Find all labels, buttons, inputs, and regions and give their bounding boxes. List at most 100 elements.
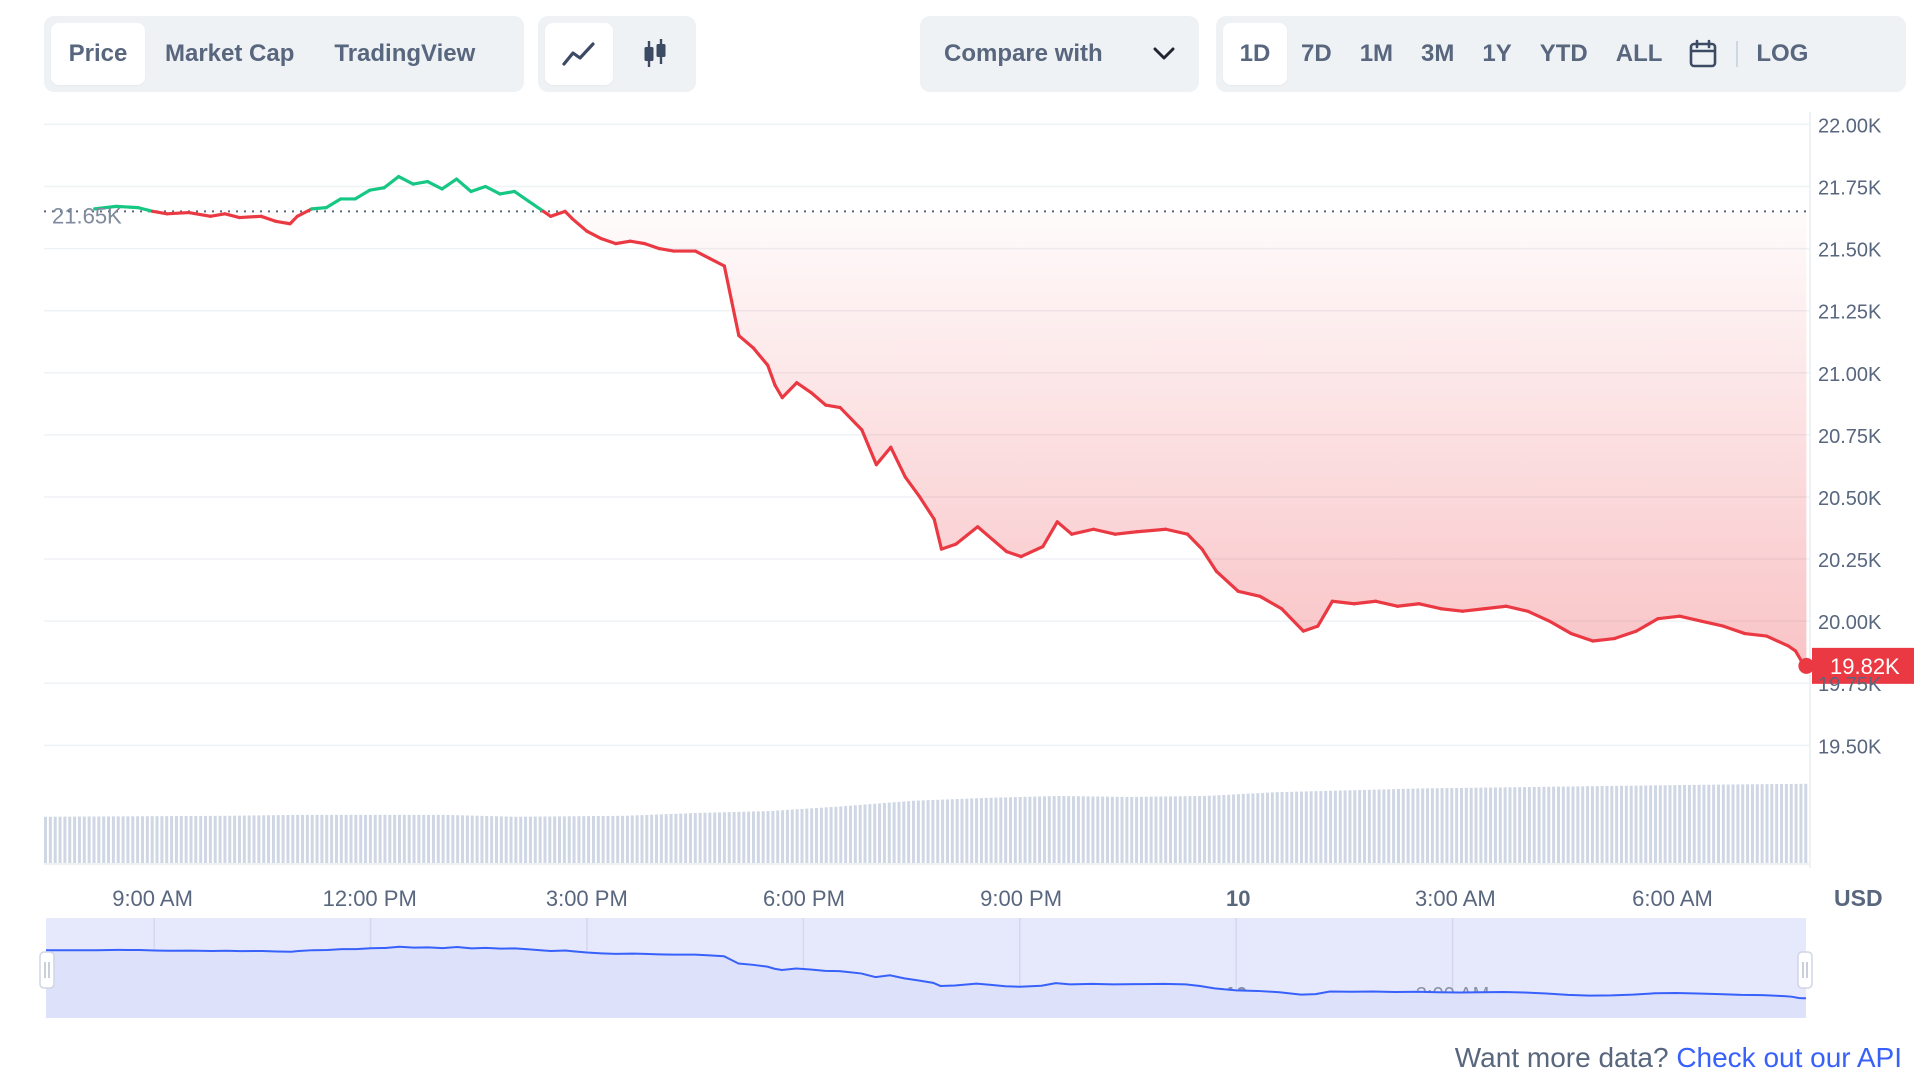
- volume-bar: [790, 809, 794, 863]
- volume-bar: [1241, 793, 1245, 863]
- volume-bar: [781, 810, 785, 863]
- volume-bar: [373, 814, 377, 863]
- volume-bar: [591, 816, 595, 863]
- navigator-right-handle[interactable]: [1797, 951, 1813, 989]
- volume-bar: [281, 815, 285, 863]
- y-tick-label: 21.25K: [1818, 302, 1882, 324]
- volume-bar: [805, 808, 809, 863]
- price-segment: [1526, 609, 1552, 623]
- range-3m[interactable]: 3M: [1421, 40, 1455, 67]
- volume-bar: [761, 811, 765, 863]
- volume-bar: [1047, 796, 1051, 863]
- volume-bar: [461, 815, 465, 863]
- api-link[interactable]: Check out our API: [1676, 1042, 1902, 1073]
- calendar-button[interactable]: [1676, 23, 1730, 85]
- price-segment: [1656, 614, 1682, 621]
- volume-bar: [897, 801, 901, 863]
- volume-bar: [315, 814, 319, 863]
- price-segment: [824, 403, 842, 410]
- volume-bar: [1086, 796, 1090, 863]
- price-segment: [708, 256, 726, 268]
- volume-bar: [262, 815, 266, 863]
- volume-bar: [1101, 796, 1105, 863]
- range-all[interactable]: ALL: [1615, 40, 1663, 67]
- price-segment: [259, 214, 278, 223]
- range-1y[interactable]: 1Y: [1482, 40, 1512, 67]
- volume-bar: [1096, 796, 1100, 863]
- volume-bar: [960, 798, 964, 863]
- volume-bar: [1159, 796, 1163, 863]
- volume-bar: [955, 799, 959, 863]
- volume-bar: [1634, 785, 1638, 863]
- volume-bar: [1784, 783, 1788, 863]
- range-1m[interactable]: 1M: [1359, 40, 1394, 67]
- volume-bar: [68, 816, 72, 863]
- volume-bar: [1256, 793, 1260, 863]
- volume-bar: [1135, 796, 1139, 863]
- line-chart-button[interactable]: [545, 23, 613, 85]
- volume-bar: [751, 811, 755, 863]
- price-segment: [657, 247, 676, 253]
- price-segment: [809, 391, 828, 407]
- volume-bar: [698, 812, 702, 863]
- price-segment: [165, 210, 191, 216]
- volume-bar: [1411, 788, 1415, 863]
- volume-bar: [1154, 796, 1158, 863]
- volume-bar: [1139, 796, 1143, 863]
- log-toggle[interactable]: LOG: [1756, 40, 1809, 67]
- volume-bar: [1464, 787, 1468, 863]
- volume-bar: [160, 816, 164, 863]
- price-segment: [773, 383, 784, 400]
- volume-bar: [727, 812, 731, 863]
- range-1d[interactable]: 1D: [1223, 23, 1287, 85]
- volume-bar: [853, 805, 857, 863]
- volume-bar: [1285, 791, 1289, 863]
- range-ytd[interactable]: YTD: [1539, 40, 1588, 67]
- volume-bar: [524, 816, 528, 863]
- volume-bar: [1484, 787, 1488, 863]
- volume-bar: [1222, 794, 1226, 863]
- volume-bar: [1726, 784, 1730, 863]
- volume-bar: [407, 814, 411, 863]
- volume-bar: [538, 816, 542, 863]
- range-7d[interactable]: 7D: [1301, 40, 1332, 67]
- price-segment: [1569, 631, 1595, 643]
- api-promo: Want more data? Check out our API: [1455, 1042, 1902, 1074]
- tab-price[interactable]: Price: [51, 23, 145, 85]
- price-segment: [976, 525, 994, 541]
- volume-bar: [247, 815, 251, 863]
- navigator-left-handle[interactable]: [39, 951, 55, 989]
- volume-bar: [1547, 786, 1551, 863]
- volume-bar: [1290, 791, 1294, 863]
- candlestick-button[interactable]: [621, 23, 689, 85]
- volume-bar: [1401, 788, 1405, 863]
- volume-bar: [1227, 794, 1231, 863]
- price-segment: [599, 237, 618, 246]
- volume-bar: [1435, 788, 1439, 863]
- volume-bar: [111, 816, 115, 863]
- volume-bar: [1028, 796, 1032, 863]
- price-segment: [1019, 545, 1045, 559]
- volume-bar: [1076, 796, 1080, 863]
- price-segment: [570, 217, 589, 233]
- price-segment: [440, 177, 459, 191]
- price-segment: [498, 189, 517, 196]
- volume-bar: [659, 814, 663, 863]
- volume-bar: [611, 815, 615, 863]
- volume-bar: [1198, 796, 1202, 863]
- tab-tradingview[interactable]: TradingView: [334, 40, 476, 67]
- volume-bar: [747, 811, 751, 863]
- volume-bar: [499, 816, 503, 863]
- volume-bar: [1566, 786, 1570, 863]
- volume-bar: [1081, 796, 1085, 863]
- volume-bar: [480, 815, 484, 863]
- volume-bar: [708, 812, 712, 863]
- volume-bar: [766, 811, 770, 863]
- compare-dropdown[interactable]: Compare with: [920, 16, 1199, 92]
- volume-bar: [1396, 789, 1400, 863]
- volume-bar: [1202, 795, 1206, 863]
- volume-bar: [1605, 786, 1609, 863]
- tab-market-cap[interactable]: Market Cap: [165, 40, 295, 67]
- price-chart[interactable]: 19.82K 22.00K 21.75K 21.50K 21.25K 21.00K 20.…: [0, 0, 1922, 1030]
- volume-bar: [1178, 796, 1182, 863]
